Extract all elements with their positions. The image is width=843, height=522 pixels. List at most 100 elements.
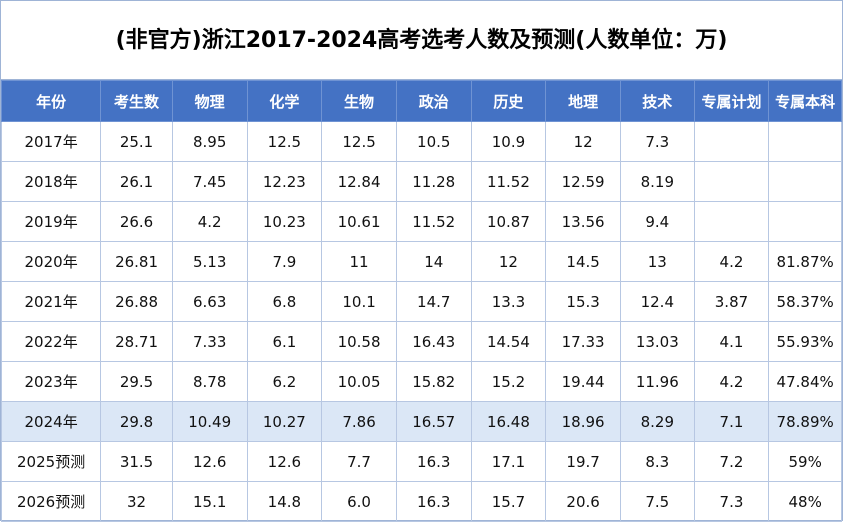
cell-special-undergrad: 47.84%	[768, 361, 842, 402]
cell-physics: 5.13	[171, 241, 248, 282]
cell-history: 14.54	[470, 321, 547, 362]
cell-chemistry: 10.27	[246, 401, 323, 442]
cell-geography: 12	[545, 121, 621, 162]
cell-year: 2026预测	[0, 481, 102, 522]
cell-biology: 7.86	[321, 401, 397, 442]
cell-physics: 8.95	[171, 121, 248, 162]
cell-candidates: 31.5	[100, 441, 173, 482]
table-header: 年份 考生数 物理 化学 生物 政治 历史 地理 技术 专属计划 专属本科	[0, 80, 842, 122]
cell-candidates: 32	[100, 481, 173, 522]
cell-candidates: 26.1	[100, 161, 173, 202]
cell-politics: 11.52	[395, 201, 472, 242]
cell-biology: 10.05	[321, 361, 397, 402]
cell-history: 13.3	[470, 281, 547, 322]
cell-politics: 10.5	[395, 121, 472, 162]
cell-year: 2017年	[0, 121, 102, 162]
table-row: 2018年 26.1 7.45 12.23 12.84 11.28 11.52 12.59 8.…	[0, 161, 842, 202]
cell-candidates: 28.71	[100, 321, 173, 362]
cell-politics: 16.3	[395, 441, 472, 482]
cell-candidates: 26.6	[100, 201, 173, 242]
cell-geography: 20.6	[545, 481, 621, 522]
table-row: 2020年 26.81 5.13 7.9 11 14 12 14.5 13 4.2 81.87%	[0, 241, 842, 282]
cell-biology: 10.58	[321, 321, 397, 362]
cell-year: 2024年	[0, 401, 102, 442]
cell-special-plan: 7.2	[693, 441, 770, 482]
cell-candidates: 29.5	[100, 361, 173, 402]
cell-technology: 8.29	[619, 401, 695, 442]
cell-candidates: 29.8	[100, 401, 173, 442]
table-body: 2017年 25.1 8.95 12.5 12.5 10.5 10.9 12 7.3 2018年 2…	[0, 121, 842, 522]
cell-special-undergrad: 48%	[768, 481, 842, 522]
header-geography: 地理	[545, 80, 621, 122]
cell-history: 16.48	[470, 401, 547, 442]
cell-politics: 14.7	[395, 281, 472, 322]
cell-special-plan: 3.87	[693, 281, 770, 322]
cell-history: 17.1	[470, 441, 547, 482]
cell-physics: 12.6	[171, 441, 248, 482]
header-physics: 物理	[171, 80, 248, 122]
cell-biology: 10.61	[321, 201, 397, 242]
cell-geography: 17.33	[545, 321, 621, 362]
cell-history: 15.7	[470, 481, 547, 522]
cell-politics: 16.3	[395, 481, 472, 522]
cell-geography: 12.59	[545, 161, 621, 202]
cell-history: 15.2	[470, 361, 547, 402]
cell-geography: 18.96	[545, 401, 621, 442]
cell-special-undergrad: 59%	[768, 441, 842, 482]
cell-physics: 8.78	[171, 361, 248, 402]
table-row: 2025预测 31.5 12.6 12.6 7.7 16.3 17.1 19.7 8.3 7.2 5…	[0, 441, 842, 482]
cell-chemistry: 14.8	[246, 481, 323, 522]
cell-special-plan	[693, 121, 770, 162]
cell-chemistry: 12.5	[246, 121, 323, 162]
cell-technology: 7.5	[619, 481, 695, 522]
table-row: 2023年 29.5 8.78 6.2 10.05 15.82 15.2 19.44 11.96…	[0, 361, 842, 402]
cell-special-undergrad: 78.89%	[768, 401, 842, 442]
cell-special-plan: 4.1	[693, 321, 770, 362]
cell-technology: 12.4	[619, 281, 695, 322]
cell-politics: 16.57	[395, 401, 472, 442]
cell-technology: 8.19	[619, 161, 695, 202]
cell-chemistry: 10.23	[246, 201, 323, 242]
cell-special-undergrad: 58.37%	[768, 281, 842, 322]
cell-physics: 4.2	[171, 201, 248, 242]
cell-special-plan: 7.3	[693, 481, 770, 522]
cell-geography: 14.5	[545, 241, 621, 282]
cell-year: 2021年	[0, 281, 102, 322]
cell-year: 2025预测	[0, 441, 102, 482]
cell-biology: 10.1	[321, 281, 397, 322]
cell-biology: 11	[321, 241, 397, 282]
header-politics: 政治	[395, 80, 472, 122]
cell-special-plan	[693, 201, 770, 242]
cell-year: 2023年	[0, 361, 102, 402]
cell-year: 2018年	[0, 161, 102, 202]
cell-politics: 16.43	[395, 321, 472, 362]
cell-physics: 10.49	[171, 401, 248, 442]
cell-biology: 7.7	[321, 441, 397, 482]
cell-physics: 15.1	[171, 481, 248, 522]
cell-special-undergrad	[768, 161, 842, 202]
cell-year: 2020年	[0, 241, 102, 282]
cell-technology: 8.3	[619, 441, 695, 482]
cell-history: 12	[470, 241, 547, 282]
table-row: 2019年 26.6 4.2 10.23 10.61 11.52 10.87 13.56 9.4	[0, 201, 842, 242]
cell-special-plan: 4.2	[693, 361, 770, 402]
data-table: 年份 考生数 物理 化学 生物 政治 历史 地理 技术 专属计划 专属本科 20…	[0, 80, 842, 522]
cell-candidates: 26.88	[100, 281, 173, 322]
cell-special-undergrad	[768, 121, 842, 162]
cell-physics: 7.45	[171, 161, 248, 202]
cell-geography: 15.3	[545, 281, 621, 322]
table-row: 2026预测 32 15.1 14.8 6.0 16.3 15.7 20.6 7.5 7.3 48%	[0, 481, 842, 522]
cell-special-plan	[693, 161, 770, 202]
cell-chemistry: 6.2	[246, 361, 323, 402]
cell-technology: 13.03	[619, 321, 695, 362]
cell-politics: 11.28	[395, 161, 472, 202]
cell-history: 11.52	[470, 161, 547, 202]
header-special-plan: 专属计划	[693, 80, 770, 122]
cell-physics: 7.33	[171, 321, 248, 362]
header-year: 年份	[0, 80, 102, 122]
cell-geography: 13.56	[545, 201, 621, 242]
cell-chemistry: 6.1	[246, 321, 323, 362]
cell-geography: 19.7	[545, 441, 621, 482]
cell-candidates: 26.81	[100, 241, 173, 282]
